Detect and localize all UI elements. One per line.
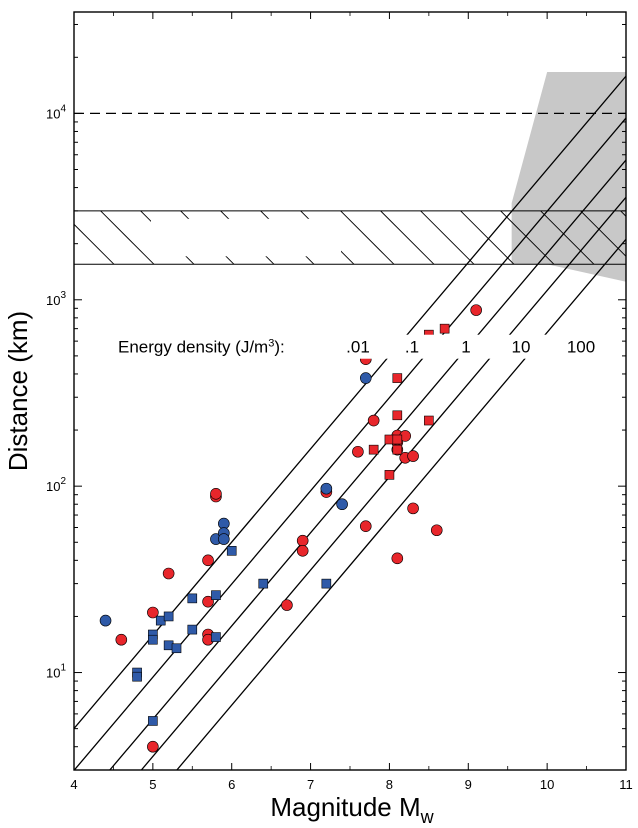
y-tick-base: 10	[46, 479, 60, 494]
data-point-blue-square	[187, 624, 198, 635]
data-point-red-circle	[296, 544, 309, 557]
data-point-red-circle	[352, 445, 364, 458]
data-point-blue-square	[258, 578, 269, 589]
data-point-red-circle	[281, 599, 293, 611]
data-point-red-square	[384, 470, 395, 480]
data-point-red-circle	[162, 567, 175, 580]
y-axis-title: Distance (km)	[3, 311, 33, 471]
data-point-blue-square	[211, 590, 221, 601]
data-point-red-circle	[430, 524, 443, 537]
y-tick-label: 103	[46, 290, 66, 308]
data-point-blue-circle	[99, 614, 112, 627]
hatch-line	[540, 210, 595, 265]
data-point-blue-circle	[218, 533, 230, 545]
y-tick-exp: 3	[60, 290, 66, 301]
energy-line-label-2: 1	[461, 338, 470, 357]
data-point-red-circle	[470, 304, 482, 316]
hatch-line	[420, 210, 475, 265]
x-tick-label: 6	[228, 777, 235, 792]
data-point-red-circle	[147, 740, 159, 753]
chicxulub-label-box	[151, 218, 341, 257]
hatch-line	[74, 263, 75, 265]
data-point-red-circle	[210, 487, 222, 500]
y-tick-exp: 1	[60, 663, 66, 674]
x-tick-label: 10	[540, 777, 554, 792]
data-point-red-circle	[391, 552, 404, 565]
hatch-line	[340, 210, 395, 265]
y-tick-label: 104	[46, 103, 66, 121]
x-axis-title: Magnitude Mw	[270, 792, 434, 827]
y-tick-base: 10	[46, 666, 60, 681]
energy-density-text: Energy density (J/m	[118, 338, 268, 357]
energy-line-4	[176, 238, 626, 770]
energy-line-label-0: .01	[346, 338, 370, 357]
data-point-red-square	[439, 323, 450, 334]
data-point-blue-square	[148, 634, 158, 645]
x-tick-label: 5	[149, 777, 156, 792]
data-point-blue-circle	[359, 372, 372, 384]
data-point-red-circle	[202, 595, 214, 608]
hatch-line	[580, 210, 626, 257]
data-point-red-circle	[407, 502, 419, 515]
data-point-blue-square	[148, 716, 158, 726]
y-tick-exp: 2	[60, 476, 66, 487]
data-point-red-square	[424, 415, 434, 426]
x-tick-label: 7	[307, 777, 314, 792]
data-point-blue-square	[187, 593, 198, 604]
energy-line-2	[109, 158, 626, 770]
data-point-red-square	[392, 444, 403, 455]
y-tick-base: 10	[46, 106, 60, 121]
energy-density-sup: 3	[268, 338, 274, 350]
data-point-red-circle	[147, 606, 159, 619]
y-tick-exp: 4	[60, 103, 66, 114]
y-tick-label: 102	[46, 476, 66, 494]
global-label-bg	[148, 77, 438, 102]
y-tick-base: 10	[46, 293, 60, 308]
data-point-red-circle	[359, 520, 372, 532]
data-point-blue-square	[171, 643, 182, 654]
energy-line-label-4: 100	[567, 338, 595, 357]
energy-label-bg	[110, 334, 610, 359]
meschede-band	[511, 72, 626, 282]
data-point-red-square	[392, 434, 403, 445]
data-point-red-square	[392, 410, 403, 421]
x-tick-label: 4	[70, 777, 77, 792]
x-tick-label: 9	[465, 777, 472, 792]
x-tick-label: 11	[619, 777, 633, 792]
hatch-line	[100, 210, 155, 265]
data-point-blue-square	[226, 545, 237, 556]
data-point-red-circle	[115, 633, 128, 646]
hatch-line	[74, 223, 115, 265]
data-point-red-square	[392, 373, 403, 383]
data-point-red-square	[368, 444, 379, 455]
y-tick-label: 101	[46, 663, 66, 681]
data-point-blue-circle	[320, 482, 333, 495]
data-point-blue-square	[132, 671, 142, 682]
data-point-red-circle	[202, 554, 214, 567]
data-point-red-circle	[367, 414, 380, 427]
energy-line-label-3: 10	[512, 338, 531, 357]
energy-density-end: ):	[274, 338, 284, 357]
energy-line-3	[140, 196, 626, 770]
energy-line-label-1: .1	[405, 338, 419, 357]
x-tick-label: 8	[386, 777, 393, 792]
energy-line-0	[74, 75, 626, 730]
hatch-line	[460, 210, 515, 265]
energy-density-label: Energy density (J/m3):	[118, 338, 285, 357]
data-point-blue-square	[211, 632, 221, 642]
data-point-red-circle	[296, 534, 309, 547]
data-point-blue-square	[321, 578, 332, 589]
data-point-blue-circle	[336, 498, 348, 511]
data-point-blue-square	[163, 611, 174, 622]
data-point-red-circle	[407, 450, 419, 462]
hatch-line	[380, 210, 435, 265]
